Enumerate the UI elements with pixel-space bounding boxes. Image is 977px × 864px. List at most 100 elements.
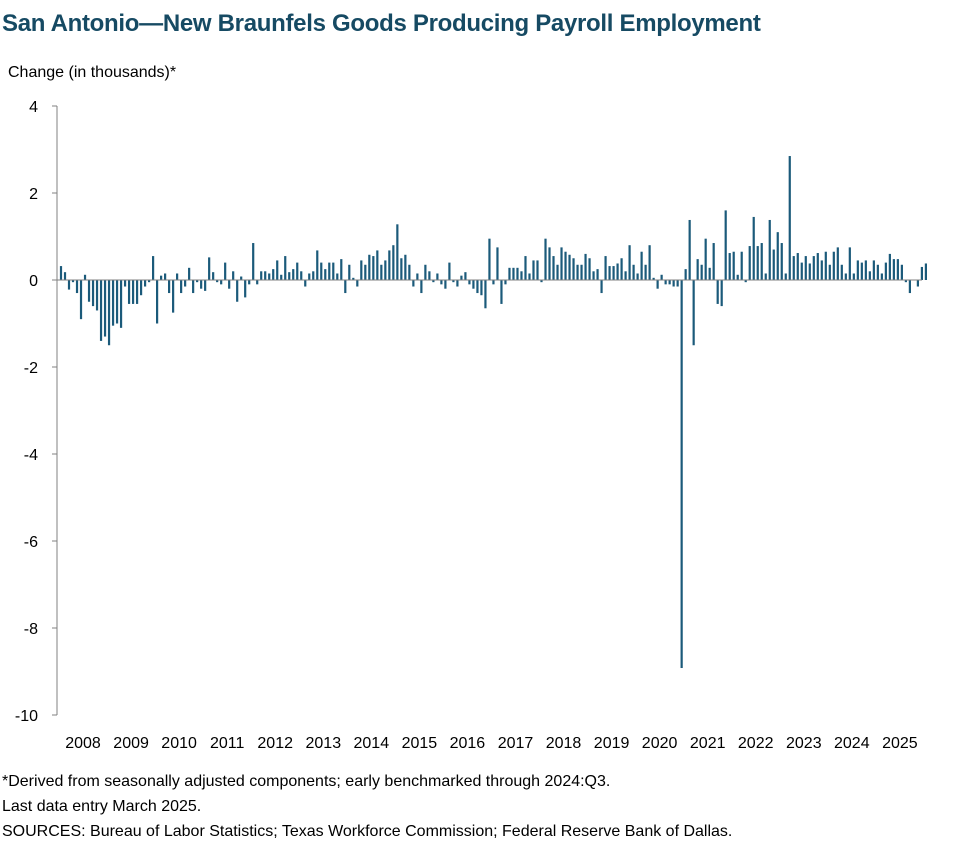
bar [312,271,315,280]
bar [604,256,607,280]
bar [67,280,71,290]
bar [884,262,887,280]
y-tick-label: -6 [24,534,38,551]
bar [868,271,871,280]
bar [99,280,103,341]
bar [608,266,611,280]
y-tick-label: 0 [29,273,38,290]
bar [420,280,423,294]
bar [764,273,767,280]
bar [456,280,459,287]
bar [63,272,67,280]
bar [852,273,855,280]
bar [460,275,463,280]
bar [580,264,583,280]
bar [556,264,559,280]
bar [916,280,919,287]
bar [616,263,619,280]
bar [552,256,555,280]
bar [412,280,415,287]
bar [536,260,539,280]
bar [848,247,851,281]
bar [880,273,883,280]
bar [204,280,207,291]
bar [756,246,759,280]
bar [300,271,303,280]
bar [344,280,347,294]
bar [236,280,239,302]
bar [640,251,643,280]
bar [864,260,867,280]
bar [924,263,927,280]
bar [368,254,371,280]
bar [119,280,123,328]
bar [784,273,787,280]
bar [592,271,595,280]
bar [768,219,771,280]
bar [740,251,743,280]
bar [888,253,891,280]
bar [272,269,275,281]
bar [428,271,431,280]
axes [52,105,922,716]
bar [760,243,763,280]
bar [352,277,355,280]
bar [712,243,715,280]
bar [192,280,195,294]
bar [436,273,439,280]
bar [123,280,127,287]
bar [548,247,551,281]
bar [520,271,523,280]
bar [836,247,839,281]
bar [620,258,623,280]
last-data-entry: Last data entry March 2025. [2,798,202,815]
bar [276,260,279,280]
bar [588,258,591,280]
bar [664,280,667,285]
bar [492,280,495,285]
bar [568,254,571,280]
x-tick-label: 2025 [882,735,918,752]
bar [780,243,783,280]
bar [135,280,139,304]
bar [812,256,815,280]
bar [480,280,483,296]
bar [400,258,403,280]
bar [115,280,119,324]
bar [91,280,95,307]
bar [340,259,343,280]
bar [744,280,747,283]
bar [892,259,895,280]
bar [416,273,419,280]
bar [776,232,779,280]
bar [872,260,875,280]
bar [496,247,499,281]
bar [628,245,631,280]
bar [164,273,167,280]
bar [356,280,359,287]
x-tick-label: 2018 [546,735,582,752]
bar [71,280,75,283]
bar [808,263,811,280]
bar [408,264,411,280]
x-tick-label: 2021 [690,735,726,752]
bar [143,280,147,287]
bar [484,280,487,309]
bar [168,280,171,294]
bar [440,280,443,285]
bar [156,280,159,324]
chart-title: San Antonio—New Braunfels Goods Producin… [2,10,761,37]
bar [644,264,647,280]
bar [380,264,383,280]
bar [364,264,367,280]
bar [404,254,407,280]
bar [668,280,671,285]
bar [244,280,247,298]
bar [324,269,327,281]
bar [504,280,507,285]
x-tick-label: 2024 [834,735,870,752]
bar [876,264,879,280]
bar [316,250,319,280]
bar [500,280,503,304]
bar [704,238,707,280]
